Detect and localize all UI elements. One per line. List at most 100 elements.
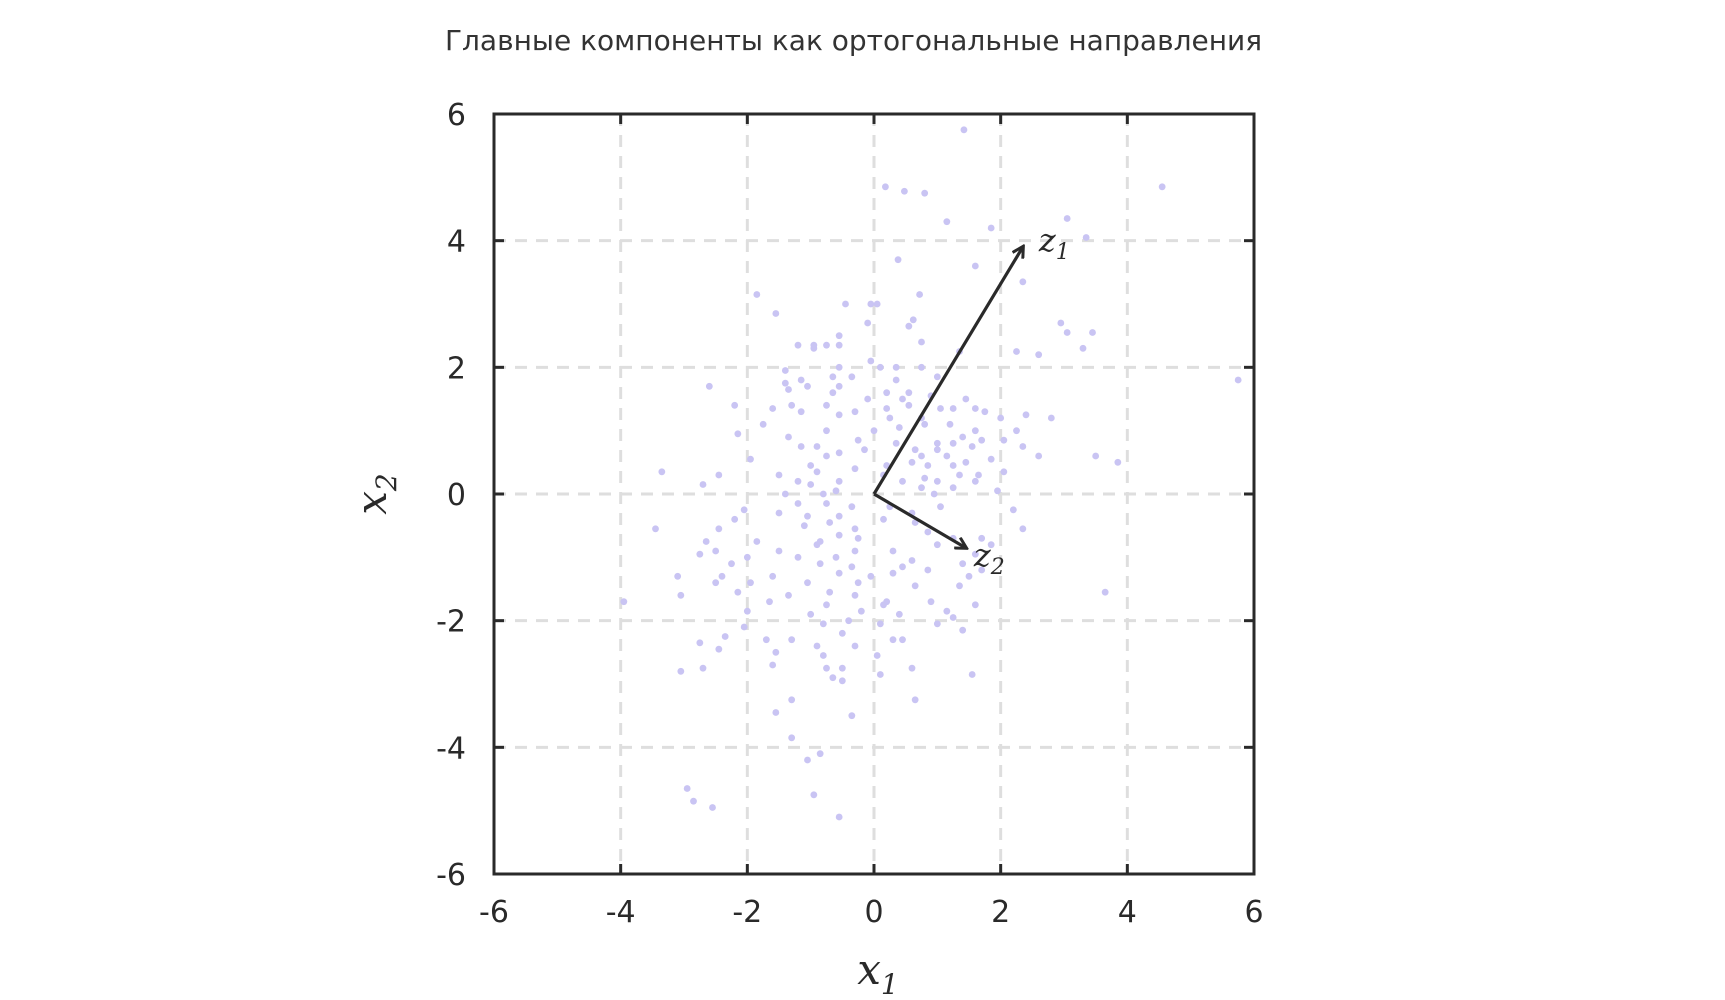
data-point [933,373,941,381]
data-point [873,300,881,308]
data-point [1013,348,1020,355]
data-point [892,363,900,371]
data-point [658,468,666,476]
data-point [813,541,821,549]
data-point [933,541,941,549]
data-point [908,458,916,466]
data-point [971,405,979,412]
data-point [762,636,770,644]
data-point [1019,525,1027,533]
data-point [766,598,773,606]
data-point [1234,376,1242,384]
data-point [832,487,840,495]
data-point [753,291,761,298]
data-point [880,515,887,523]
data-point [731,515,739,523]
tick-labels: -6 -4 -2 0 2 4 6 -6 -4 -2 0 2 4 6 [436,98,1263,930]
data-point [835,569,843,577]
data-point [876,363,884,371]
data-point [819,620,827,628]
principal-component-vectors: z1 z2 [872,221,1070,580]
data-point [781,490,789,498]
data-point [899,477,906,485]
data-point [845,617,853,625]
data-point [829,373,837,381]
data-point [813,468,821,476]
data-point [652,525,659,533]
data-point [835,411,843,419]
y-tick-label: -4 [436,731,466,766]
data-point [911,582,919,590]
chart-title: Главные компоненты как ортогональные нап… [444,24,1263,57]
data-point [835,449,843,457]
data-point [702,538,710,545]
data-point [899,636,906,644]
data-point [959,433,967,441]
data-point [718,572,726,580]
data-point [823,427,830,435]
data-point [769,661,777,669]
data-point [960,126,968,134]
data-point [747,579,754,587]
data-point [683,785,691,792]
data-point [810,344,818,352]
data-point [1089,329,1096,336]
data-point [924,462,932,469]
data-point [620,598,628,606]
data-point [677,667,685,675]
data-point [705,382,713,390]
data-point [883,405,891,412]
data-point [965,572,973,580]
data-point [899,563,906,571]
data-point [838,664,846,672]
data-point [1101,588,1109,596]
data-point [864,395,872,403]
data-point [851,547,859,555]
data-point [1013,427,1020,435]
data-point [909,316,917,324]
x-tick-label: 6 [1244,895,1263,930]
x-tick-label: 2 [991,895,1010,930]
data-point [696,550,704,558]
data-point [861,446,868,454]
data-point [772,709,780,716]
data-point [804,382,811,390]
data-point [769,405,777,412]
data-point [854,579,862,587]
data-point [978,566,986,574]
data-point [933,620,941,628]
data-point [987,455,995,463]
x-tick-label: -4 [606,895,636,930]
data-point [785,591,792,599]
data-point [674,572,682,580]
data-point [956,582,963,590]
data-point [848,503,856,511]
data-points [620,126,1242,821]
data-point [937,405,944,412]
data-point [772,648,780,656]
data-point [794,500,802,507]
data-point [823,664,830,672]
data-point [816,560,824,568]
vector-arrow-z1 [872,247,1023,495]
data-point [959,560,967,568]
data-point [810,791,818,799]
data-point [1022,411,1030,419]
data-point [854,436,862,444]
data-point [759,420,767,428]
data-point [819,490,827,498]
data-point [971,427,979,435]
data-point [962,458,970,466]
data-point [829,389,837,397]
data-point [927,598,935,606]
vector-arrow-z2 [873,492,966,548]
data-point [971,550,979,558]
data-point [851,465,859,473]
data-point [775,471,783,479]
data-point [937,503,944,511]
data-point [788,734,796,742]
data-point [835,813,843,821]
data-point [921,189,929,197]
data-point [997,414,1005,422]
